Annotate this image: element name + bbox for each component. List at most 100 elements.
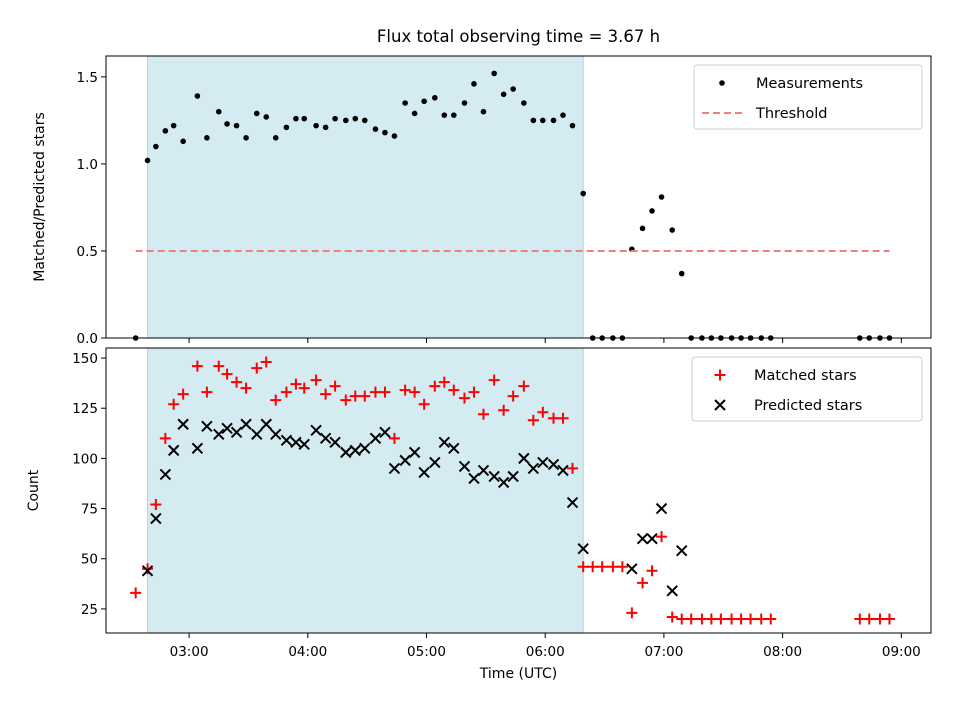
predicted-star-point (388, 462, 401, 475)
matched-star-point (191, 360, 203, 372)
matched-star-point (448, 384, 460, 396)
measurement-point (224, 121, 230, 127)
predicted-star-point (340, 446, 352, 459)
matched-star-point (666, 611, 678, 623)
shaded-observing-region (147, 55, 584, 339)
matched-star-point (359, 390, 371, 402)
matched-star-point (637, 577, 649, 589)
predicted-star-point (666, 585, 678, 597)
predicted-star-point (329, 436, 341, 449)
matched-star-point (298, 382, 310, 394)
matched-star-point (388, 432, 400, 444)
matched-star-point (685, 613, 697, 625)
measurement-point (560, 112, 566, 118)
panel-2: 25 50 75 100 125 150 03:00 04:00 05:00 06:00 07:00… (26, 347, 932, 682)
measurement-point (372, 126, 379, 132)
predicted-star-point (507, 470, 519, 483)
measurement-point (530, 117, 537, 124)
measurement-point (441, 112, 448, 118)
matched-star-point (765, 613, 777, 625)
predicted-star-point (310, 424, 322, 436)
measurement-point (432, 94, 438, 101)
y-tick-label: 125 (72, 401, 98, 417)
matched-star-point (399, 384, 411, 396)
plot-area (132, 70, 893, 341)
matched-star-point (409, 386, 421, 398)
matched-star-point (270, 394, 282, 406)
legend-swatch (714, 369, 726, 381)
matched-star-point (874, 613, 886, 625)
matched-star-point (705, 613, 717, 625)
predicted-star-point (537, 456, 549, 469)
measurement-point (678, 270, 685, 277)
measurement-point (253, 110, 260, 117)
predicted-star-point (379, 426, 391, 439)
matched-star-point (854, 613, 866, 625)
matched-star-point (349, 390, 361, 402)
measurement-point (658, 194, 665, 200)
x-axis-label: Time (UTC) (479, 666, 557, 682)
predicted-star-point (468, 472, 480, 485)
legend: Measurements Threshold (693, 64, 923, 130)
matched-star-point (310, 374, 322, 386)
predicted-star-point (270, 428, 282, 441)
predicted-star-point (159, 468, 172, 481)
predicted-star-point (408, 446, 421, 459)
predicted-star-point (626, 563, 638, 575)
y-tick-label: 1.5 (77, 70, 98, 86)
legend-swatch (719, 80, 725, 86)
predicted-star-point (458, 460, 471, 473)
measurement-point (451, 112, 457, 118)
predicted-star-point (201, 420, 213, 432)
measurement-point (411, 110, 418, 117)
predicted-star-point (636, 532, 649, 545)
measurement-point (194, 93, 201, 99)
matched-star-point (221, 368, 233, 380)
measurement-point (491, 70, 497, 77)
matched-star-point (696, 613, 708, 625)
predicted-star-point (191, 442, 204, 455)
matched-star-point (616, 561, 628, 573)
measurement-point (162, 128, 169, 134)
legend-label: Matched stars (754, 368, 857, 384)
matched-star-point (607, 561, 619, 573)
x-tick-label: 03:00 (170, 644, 209, 660)
matched-star-point (646, 565, 658, 577)
matched-star-point (715, 613, 727, 625)
series-2 (141, 418, 688, 597)
measurement-point (301, 115, 308, 122)
matched-star-point (201, 386, 213, 398)
legend: Matched stars Predicted stars (691, 356, 923, 422)
matched-star-point (507, 390, 519, 402)
measurement-point (569, 122, 576, 129)
y-tick-label: 150 (72, 351, 98, 367)
matched-star-point (168, 398, 180, 410)
y-axis-label: Matched/Predicted stars (32, 112, 48, 282)
x-tick-label: 04:00 (288, 644, 327, 660)
predicted-star-point (488, 470, 500, 483)
matched-star-point (626, 607, 638, 619)
y-tick-label: 50 (81, 552, 98, 568)
legend-entry: Measurements (719, 76, 863, 92)
predicted-star-point (448, 442, 460, 455)
measurement-point (471, 81, 477, 87)
measurement-point (669, 227, 676, 233)
predicted-star-point (290, 436, 302, 449)
matched-star-point (726, 613, 738, 625)
legend-label: Measurements (756, 76, 863, 92)
predicted-star-point (230, 426, 243, 439)
matched-star-point (745, 613, 757, 625)
measurement-point (382, 129, 388, 136)
matched-star-point (130, 587, 142, 599)
measurement-point (243, 135, 249, 141)
matched-star-point (329, 380, 341, 392)
measurement-point (313, 122, 319, 129)
series-1 (132, 70, 893, 341)
x-tick-label: 09:00 (882, 644, 921, 660)
measurement-point (263, 114, 270, 120)
measurement-point (322, 124, 329, 131)
measurement-point (421, 98, 427, 105)
predicted-star-point (527, 462, 540, 475)
y-tick-label: 0.0 (77, 331, 98, 347)
legend-entry: Threshold (702, 106, 827, 122)
